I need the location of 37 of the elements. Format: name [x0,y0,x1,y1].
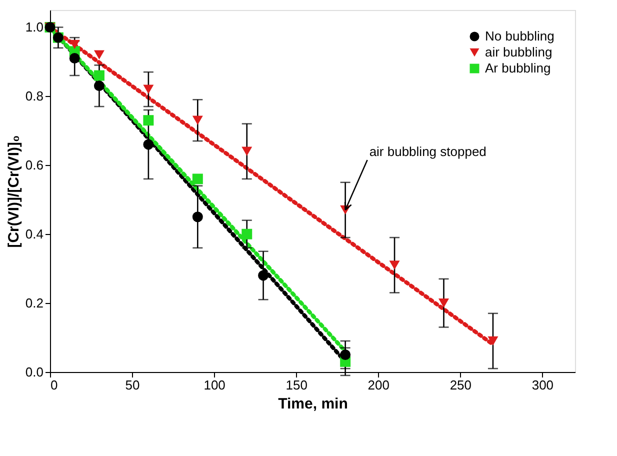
point [192,116,203,125]
point [258,270,269,281]
y-axis-title: [Cr(VI)]/[Cr(VI)]₀ [5,135,22,248]
point [69,53,80,64]
point [143,139,154,150]
legend-label: No bubbling [485,28,554,44]
point [488,336,498,346]
y-tick-label: 0.2 [25,296,44,311]
point [192,212,203,222]
x-tick-label: 50 [125,378,140,392]
point [94,50,104,60]
y-tick-label: 0.0 [25,364,44,380]
point [94,70,104,81]
y-tick-label: 0.6 [25,158,44,173]
point [389,260,400,270]
legend-label: Ar bubbling [485,60,551,76]
annotation: air bubbling stopped [369,144,486,159]
x-tick-label: 100 [204,378,226,392]
point [143,115,154,126]
x-tick-label: 250 [450,378,472,392]
x-tick-label: 150 [286,378,308,392]
x-tick-label: 200 [368,378,390,392]
point [192,174,203,184]
point [242,146,252,156]
y-tick-label: 0.8 [25,88,44,104]
point [242,228,252,240]
x-tick-label: 300 [532,378,554,392]
point [143,84,154,94]
y-tick-label: 0.4 [25,226,44,242]
x-tick-label: 0 [50,378,58,392]
legend-label: air bubbling [485,44,552,60]
x-axis-title: Time, min [278,396,348,412]
point [340,350,351,360]
point [94,80,104,92]
point [69,40,80,50]
y-tick-label: 1.0 [25,20,44,35]
point [438,298,449,308]
